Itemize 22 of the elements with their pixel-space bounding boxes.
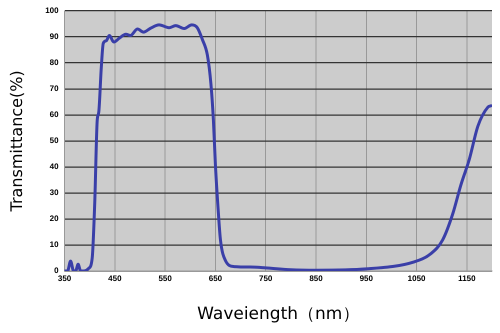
- x-tick-label: 350: [58, 274, 72, 284]
- x-tick-label: 550: [158, 274, 172, 284]
- x-tick-label: 850: [309, 274, 324, 284]
- x-tick-label: 1050: [408, 274, 426, 284]
- x-tick-label: 1150: [458, 274, 476, 284]
- x-tick-label: 750: [259, 274, 273, 284]
- y-tick-label: 40: [50, 162, 60, 172]
- x-tick-label: 450: [108, 274, 122, 284]
- y-tick-label: 10: [50, 240, 60, 250]
- y-tick-label: 0: [54, 266, 60, 276]
- x-tick-label: 650: [208, 274, 223, 284]
- x-axis-title: Waveiength（nm）: [197, 304, 360, 324]
- y-tick-label: 90: [50, 32, 60, 42]
- y-tick-label: 50: [50, 136, 60, 146]
- y-tick-label: 30: [50, 188, 60, 198]
- y-tick-label: 80: [50, 58, 60, 68]
- y-tick-label: 100: [45, 6, 60, 16]
- y-tick-label: 70: [50, 84, 60, 94]
- y-tick-label: 60: [50, 110, 60, 120]
- y-axis-title: Transmittance(%): [6, 70, 26, 212]
- y-tick-label: 20: [50, 214, 60, 224]
- x-tick-label: 950: [360, 274, 374, 284]
